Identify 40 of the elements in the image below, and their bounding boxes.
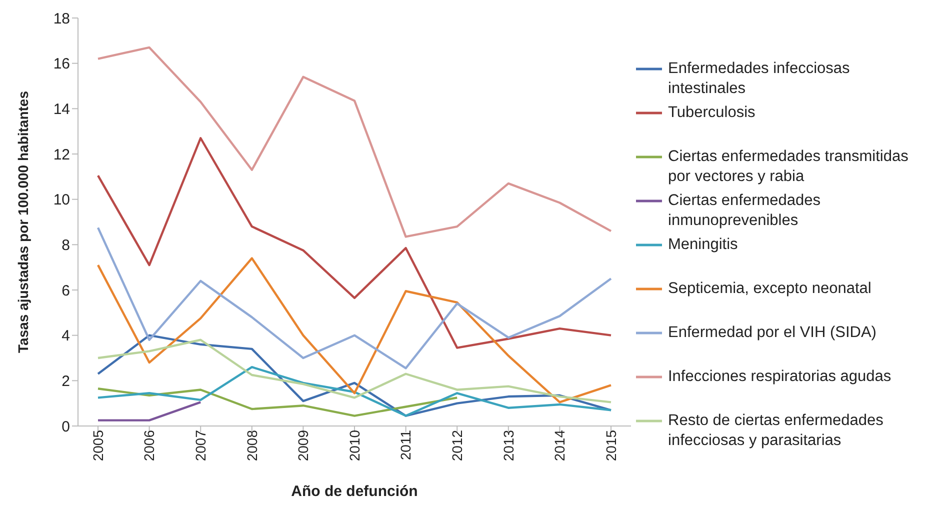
x-axis-title: Año de defunción	[291, 483, 418, 500]
y-axis-title: Tasas ajustadas por 100.000 habitantes	[14, 90, 31, 353]
line-series	[96, 137, 612, 349]
line-series	[96, 226, 612, 370]
y-tick-label: 14	[53, 100, 70, 118]
x-tick-label: 2014	[552, 430, 568, 462]
x-tick-label: 2012	[449, 430, 466, 462]
legend-label: Ciertas enfermedades transmitidas por vectores y rabia	[668, 147, 910, 187]
line-series	[96, 366, 612, 417]
y-tick-label: 4	[62, 328, 70, 345]
x-tick-label: 2006	[141, 430, 158, 462]
y-tick-label: 16	[53, 56, 70, 73]
x-tick-label: 2015	[602, 430, 619, 462]
legend-label: Meningitis	[668, 235, 738, 255]
legend-label: Tuberculosis	[668, 103, 756, 123]
y-tick-label: 0	[62, 418, 70, 436]
legend-label: Septicemia, excepto neonatal	[668, 279, 872, 299]
legend-label: Enfermedad por el VIH (SIDA)	[668, 323, 876, 343]
legend-label: Ciertas enfermedades inmunoprevenibles	[668, 191, 822, 231]
x-tick-label: 2009	[295, 430, 312, 462]
line-series	[96, 46, 612, 238]
x-tick-label: 2010	[346, 430, 362, 462]
y-tick-label: 2	[62, 372, 70, 390]
y-tick-label: 12	[53, 146, 70, 164]
x-tick-label: 2007	[192, 430, 209, 462]
line-series	[96, 388, 458, 417]
y-tick-label: 10	[53, 192, 70, 209]
line-series	[96, 334, 612, 417]
x-tick-label: 2008	[244, 430, 260, 462]
x-tick-label: 2011	[398, 430, 414, 460]
legend-label: Infecciones respiratorias agudas	[668, 367, 892, 387]
x-tick-label: 2013	[500, 430, 516, 462]
y-tick-label: 6	[62, 282, 70, 300]
y-tick-label: 18	[53, 10, 70, 28]
legend-label: Resto de ciertas enfermedades infecciosas y parasitarias	[668, 411, 884, 451]
x-tick-label: 2005	[90, 430, 106, 462]
line-series	[96, 257, 612, 404]
line-series	[96, 338, 612, 404]
y-tick-label: 8	[62, 236, 70, 254]
legend-label: Enfermedades infecciosas intestinales	[668, 59, 851, 99]
